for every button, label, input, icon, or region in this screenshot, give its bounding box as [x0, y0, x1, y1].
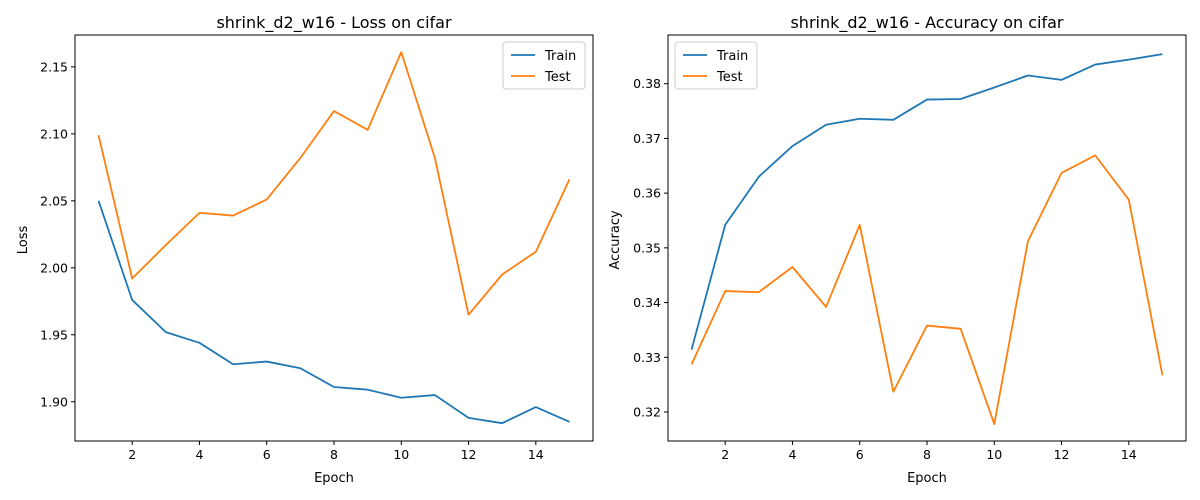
chart-title: shrink_d2_w16 - Loss on cifar	[216, 13, 452, 33]
x-tick-label: 2	[721, 447, 729, 462]
x-tick-label: 6	[263, 447, 271, 462]
series-line-train	[690, 53, 1163, 350]
legend-train-label: Train	[716, 49, 748, 64]
legend-test-label: Test	[544, 70, 571, 85]
plot-frame	[667, 34, 1187, 442]
plot-frame	[74, 34, 594, 442]
x-tick-label: 10	[393, 447, 409, 462]
y-tick-label: 1.90	[40, 394, 68, 409]
ticks: 2 4 6 8 10 12 14 1.90 1.95 2.00 2.05 2.10 2.15	[40, 59, 544, 462]
y-tick-label: 0.37	[633, 131, 661, 146]
y-tick-label: 2.05	[40, 193, 68, 208]
legend-train-label: Train	[544, 49, 576, 64]
y-tick-label: 2.15	[40, 59, 68, 74]
y-tick-label: 1.95	[40, 327, 68, 342]
legend: Train Test	[674, 41, 758, 90]
x-axis-label: Epoch	[314, 471, 354, 486]
y-axis-label: Loss	[16, 226, 31, 255]
y-tick-label: 2.10	[40, 126, 68, 141]
x-tick-label: 2	[128, 447, 136, 462]
y-tick-label: 0.38	[633, 76, 661, 91]
y-tick-label: 0.32	[633, 405, 661, 420]
y-axis-label: Accuracy	[608, 210, 623, 270]
legend-box	[674, 41, 758, 90]
x-tick-label: 14	[1121, 447, 1137, 462]
accuracy-chart: shrink_d2_w16 - Accuracy on cifar Epoch …	[608, 13, 1187, 486]
x-tick-label: 10	[986, 447, 1002, 462]
x-tick-label: 14	[528, 447, 544, 462]
x-tick-label: 12	[461, 447, 477, 462]
x-tick-label: 4	[788, 447, 796, 462]
y-tick-label: 0.33	[633, 350, 661, 365]
chart-title: shrink_d2_w16 - Accuracy on cifar	[790, 13, 1063, 33]
series-lines	[97, 51, 571, 425]
series-line-test	[690, 154, 1164, 425]
x-tick-label: 8	[923, 447, 931, 462]
x-axis-label: Epoch	[907, 471, 947, 486]
y-tick-label: 2.00	[40, 260, 68, 275]
x-tick-label: 6	[856, 447, 864, 462]
series-line-train	[97, 200, 570, 425]
legend-test-label: Test	[716, 70, 743, 85]
loss-chart: shrink_d2_w16 - Loss on cifar Epoch Loss…	[16, 13, 594, 486]
legend-box	[502, 41, 586, 90]
ticks: 2 4 6 8 10 12 14 0.32 0.33 0.34 0.35 0.36 0.37 0.38	[633, 76, 1137, 462]
series-lines	[690, 53, 1164, 425]
x-tick-label: 12	[1054, 447, 1070, 462]
x-tick-label: 8	[330, 447, 338, 462]
y-tick-label: 0.34	[633, 295, 661, 310]
y-tick-label: 0.35	[633, 240, 661, 255]
series-line-test	[97, 51, 571, 316]
y-tick-label: 0.36	[633, 186, 661, 201]
x-tick-label: 4	[195, 447, 203, 462]
legend: Train Test	[502, 41, 586, 90]
